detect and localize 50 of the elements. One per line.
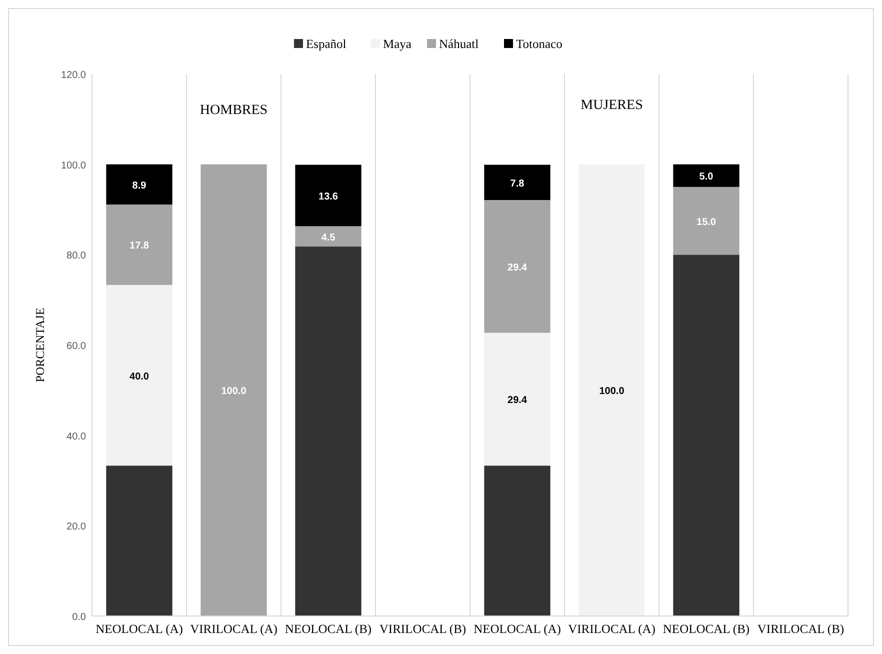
- data-label: 100.0: [599, 386, 625, 398]
- data-label: 5.0: [699, 172, 714, 183]
- bar: [673, 164, 740, 187]
- x-tick-label: NEOLOCAL (A): [96, 622, 183, 636]
- bar: [673, 186, 740, 255]
- annotation: MUJERES: [580, 98, 643, 113]
- y-tick-label: 100.0: [60, 160, 86, 172]
- y-axis-title: PORCENTAJE: [33, 308, 47, 382]
- bar: [484, 332, 550, 466]
- data-label: 100.0: [221, 386, 247, 398]
- bar: [106, 466, 172, 616]
- x-tick-label: NEOLOCAL (B): [662, 622, 750, 636]
- y-tick-label: 120.0: [60, 70, 86, 81]
- y-tick-label: 60.0: [66, 341, 86, 352]
- x-tick-label: VIRILOCAL (A): [190, 622, 278, 636]
- annotation: HOMBRES: [200, 103, 268, 118]
- y-tick-label: 40.0: [66, 431, 86, 442]
- x-tick-label: VIRILOCAL (A): [568, 622, 656, 636]
- bar: [578, 164, 645, 616]
- data-label: 29.4: [508, 395, 528, 406]
- legend-label: Náhuatl: [439, 37, 480, 51]
- data-label: 8.9: [132, 180, 147, 192]
- data-label: 15.0: [696, 216, 716, 228]
- bar: [673, 254, 740, 616]
- bar: [484, 466, 550, 616]
- data-label: 4.5: [321, 232, 336, 244]
- data-label: 29.4: [508, 262, 528, 274]
- bar: [200, 164, 267, 616]
- bar: [106, 164, 172, 205]
- y-tick-label: 80.0: [66, 250, 86, 262]
- data-label: 17.8: [130, 240, 150, 252]
- bar: [484, 200, 550, 333]
- x-tick-label: NEOLOCAL (B): [284, 622, 372, 636]
- data-label: 7.8: [510, 178, 525, 190]
- x-tick-label: VIRILOCAL (B): [757, 622, 844, 636]
- x-tick-label: VIRILOCAL (B): [379, 622, 466, 636]
- bar: [106, 204, 172, 285]
- bar: [484, 164, 550, 200]
- legend-label: Totonaco: [516, 37, 562, 51]
- legend-label: Maya: [383, 37, 412, 51]
- data-label: 40.0: [130, 371, 150, 382]
- y-tick-label: 0.0: [72, 612, 86, 623]
- bar: [295, 226, 362, 247]
- bar: [295, 246, 362, 616]
- y-tick-label: 20.0: [66, 522, 86, 533]
- legend-label: Español: [306, 37, 347, 51]
- bar: [106, 284, 172, 466]
- data-label: 13.6: [318, 192, 338, 202]
- x-tick-label: NEOLOCAL (A): [474, 622, 561, 636]
- bar: [295, 164, 362, 226]
